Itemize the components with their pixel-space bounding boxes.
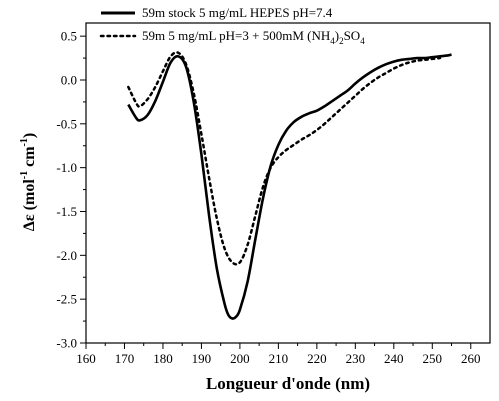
x-axis-title: Longueur d'onde (nm): [206, 374, 370, 393]
y-tick-label: -0.5: [56, 116, 77, 131]
x-tick-label: 240: [384, 351, 404, 366]
legend-sub-1: 4: [330, 36, 335, 46]
y-axis-title-mid: cm: [21, 146, 38, 171]
legend-sub-3: 4: [360, 36, 365, 46]
legend-label-series-2: 59m 5 mg/mL pH=3 + 500mM (NH4)2SO4: [142, 28, 365, 46]
x-tick-label: 180: [153, 351, 173, 366]
x-tick-label: 250: [423, 351, 443, 366]
legend-label-series-1: 59m stock 5 mg/mL HEPES pH=7.4: [142, 5, 333, 20]
legend-label-series-2-mid: ): [335, 28, 339, 43]
y-tick-label: 0.0: [61, 72, 77, 87]
plot-frame: [85, 22, 491, 344]
x-axis-ticks: 160 170 180 190 200 210 220 230 240 250 260: [76, 343, 481, 366]
x-tick-label: 220: [307, 351, 327, 366]
y-axis-title-sup1: -1: [19, 171, 30, 179]
series-layer: [127, 51, 452, 320]
legend-label-series-2-post: SO: [344, 28, 361, 43]
y-tick-label: -2.0: [56, 248, 77, 263]
y-tick-label: -2.5: [56, 292, 77, 307]
legend-sub-2: 2: [339, 36, 344, 46]
y-axis-ticks: 0.5 0.0 -0.5 -1.0 -1.5 -2.0 -2.5 -3.0: [56, 29, 86, 351]
y-axis-title-base: Δε (mol: [21, 179, 38, 232]
legend-label-series-2-pre: 59m 5 mg/mL pH=3 + 500mM (NH: [142, 28, 330, 43]
y-tick-label: -1.0: [56, 160, 77, 175]
x-tick-label: 210: [269, 351, 289, 366]
y-tick-label: -1.5: [56, 204, 77, 219]
x-tick-label: 260: [461, 351, 481, 366]
y-tick-label: -3.0: [56, 336, 77, 351]
y-axis-title-end: ): [21, 133, 38, 138]
x-tick-label: 190: [192, 351, 212, 366]
y-axis-title: Δε (mol-1 cm-1): [19, 133, 38, 231]
x-tick-label: 160: [76, 351, 96, 366]
legend: 59m stock 5 mg/mL HEPES pH=7.4 59m 5 mg/…: [99, 5, 365, 46]
y-tick-label: 0.5: [61, 29, 77, 44]
x-tick-label: 200: [230, 351, 250, 366]
x-tick-label: 230: [346, 351, 366, 366]
series-line-2: [127, 51, 442, 266]
x-tick-label: 170: [115, 351, 135, 366]
series-line-1: [127, 53, 452, 320]
y-axis-title-sup2: -1: [19, 138, 30, 146]
